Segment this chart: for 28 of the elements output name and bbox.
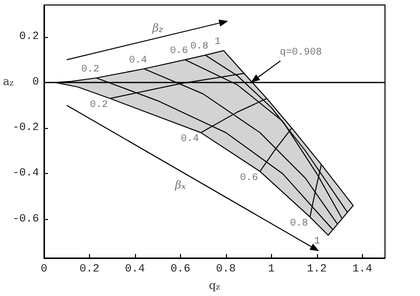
annotation: 0.8: [190, 42, 208, 53]
annotation: βx: [174, 178, 186, 192]
annotation: 0.8: [290, 218, 308, 230]
x-tick-label: 0.8: [216, 264, 236, 276]
annotation: 0.4: [180, 134, 199, 146]
x-tick-label: 0.4: [125, 264, 146, 276]
x-tick-label: 0.2: [80, 264, 100, 276]
annotation: 1: [214, 37, 221, 48]
y-tick-label: 0: [32, 76, 39, 88]
x-tick-label: 1.4: [352, 264, 373, 276]
annotation: 1: [314, 236, 320, 248]
annotation: 0.6: [240, 172, 258, 184]
x-tick-label: 0: [40, 264, 48, 276]
annotation: 0.4: [129, 55, 148, 66]
y-axis-title: az: [3, 75, 14, 88]
x-tick-label: 0.6: [170, 264, 190, 276]
annotation: 0.2: [90, 100, 108, 111]
x-tick-label: 1: [268, 264, 276, 276]
x-tick-label: 1.2: [306, 264, 327, 276]
x-axis-title: qz: [208, 279, 220, 292]
annotation: 0.2: [81, 64, 100, 76]
y-tick-label: 0.2: [19, 30, 39, 43]
annotation: βz: [151, 21, 164, 34]
annotation: q=0.908: [280, 47, 322, 58]
y-tick-label: -0.4: [12, 168, 40, 180]
y-tick-label: -0.2: [12, 122, 39, 134]
annotation: 0.6: [170, 46, 188, 58]
y-tick-label: -0.6: [12, 213, 39, 226]
